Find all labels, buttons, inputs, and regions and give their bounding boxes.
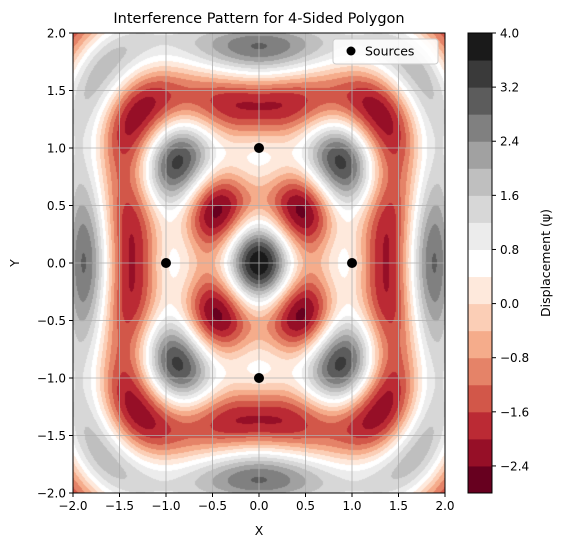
colorbar-tick-label: 2.4 [500,135,519,149]
colorbar-band [468,249,492,278]
chart-title: Interference Pattern for 4-Sided Polygon [113,11,404,27]
colorbar-tick-label: 0.8 [500,243,519,257]
source-point [254,143,264,153]
colorbar-frame [467,32,493,494]
colorbar-band [468,303,492,332]
colorbar-band [468,276,492,305]
y-tick-label: −0.5 [37,314,66,328]
colorbar-band [468,141,492,169]
colorbar: −2.4 −1.6 −0.8 0.0 0.8 1.6 2.4 3.2 4.0 Displacem… [467,27,553,494]
source-points [161,143,357,383]
y-axis-label: Y [7,259,22,268]
colorbar-tick-label: 0.0 [500,297,519,311]
y-tick-label: 0.0 [47,257,66,271]
source-point [347,258,357,268]
y-tick-label: 1.0 [47,142,66,156]
colorbar-tick-label: 3.2 [500,81,519,95]
colorbar-band [468,438,492,467]
y-tick-label: −1.5 [37,429,66,443]
y-tick-label: 1.5 [47,84,66,98]
colorbar-label: Displacement (ψ) [538,209,553,317]
x-tick-label: −1.0 [151,499,180,513]
colorbar-bands [468,33,492,494]
x-axis-label: X [255,523,264,538]
y-tick-label: −2.0 [37,487,66,501]
colorbar-band [468,222,492,250]
x-tick-label: 1.5 [389,499,408,513]
y-tick-label: 0.5 [47,199,66,213]
colorbar-ticks: −2.4 −1.6 −0.8 0.0 0.8 1.6 2.4 3.2 4.0 [492,27,529,473]
colorbar-tick-label: −1.6 [500,405,529,419]
x-tick-label: −2.0 [58,499,87,513]
colorbar-band [468,357,492,386]
colorbar-tick-label: −2.4 [500,459,529,473]
colorbar-band [468,195,492,223]
y-tick-label: 2.0 [47,27,66,41]
colorbar-band [468,33,492,61]
x-tick-label: 0.5 [296,499,315,513]
colorbar-tick-label: −0.8 [500,351,529,365]
colorbar-band [468,411,492,440]
x-tick-label: 1.0 [342,499,361,513]
legend-label-sources: Sources [365,44,414,59]
colorbar-band [468,168,492,196]
y-tick-label: −1.0 [37,372,66,386]
colorbar-band [468,384,492,413]
colorbar-tick-label: 4.0 [500,27,519,41]
x-tick-label: 2.0 [435,499,454,513]
x-axis-ticks: −2.0 −1.5 −1.0 −0.5 0.0 0.5 1.0 1.5 2.0 [58,493,455,513]
colorbar-tick-label: 1.6 [500,189,519,203]
colorbar-band [468,87,492,115]
legend-box [332,38,439,65]
colorbar-band [468,60,492,88]
colorbar-band [468,114,492,142]
x-tick-label: 0.0 [249,499,268,513]
source-point [254,373,264,383]
plot-area: −2.0 −1.5 −1.0 −0.5 0.0 0.5 1.0 1.5 2.0 −2.0 −1.5… [37,27,455,514]
legend-marker-sources [346,46,356,56]
colorbar-band [468,330,492,359]
source-point [161,258,171,268]
legend: Sources [332,38,439,65]
colorbar-band [468,465,492,494]
y-axis-ticks: −2.0 −1.5 −1.0 −0.5 0.0 0.5 1.0 1.5 2.0 [37,27,73,501]
x-tick-label: −1.5 [105,499,134,513]
x-tick-label: −0.5 [198,499,227,513]
